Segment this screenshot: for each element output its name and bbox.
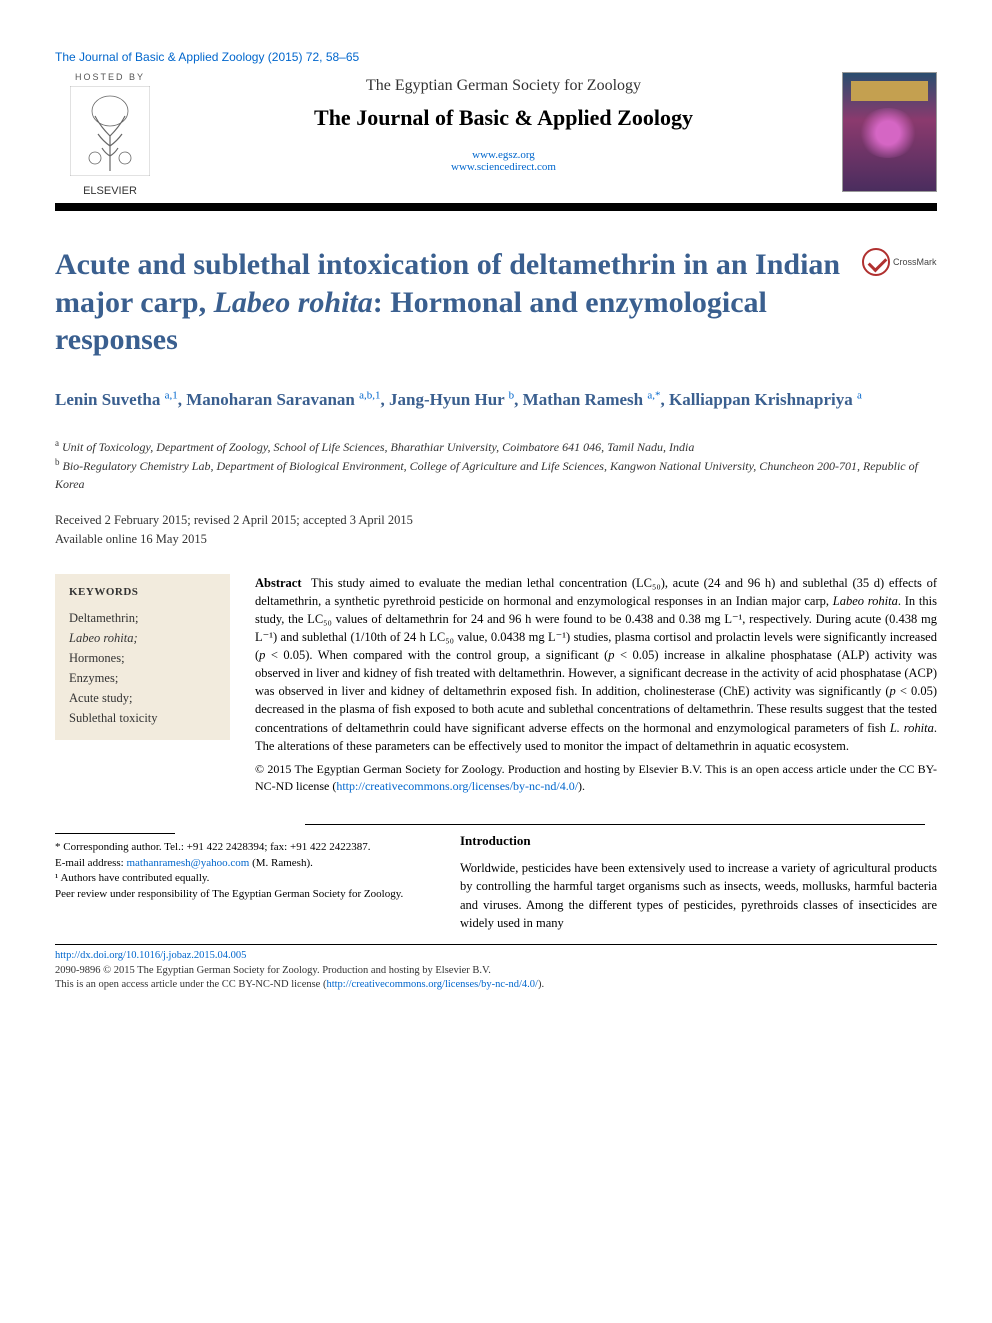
running-head: The Journal of Basic & Applied Zoology (…: [55, 50, 937, 64]
footnotes-column: * Corresponding author. Tel.: +91 422 24…: [55, 833, 435, 932]
crossmark-badge[interactable]: CrossMark: [862, 246, 937, 278]
keywords-box: KEYWORDS Deltamethrin;Labeo rohita;Hormo…: [55, 574, 230, 740]
journal-name: The Journal of Basic & Applied Zoology: [180, 105, 827, 131]
abstract-copyright: © 2015 The Egyptian German Society for Z…: [255, 761, 937, 795]
peer-review-note: Peer review under responsibility of The …: [55, 887, 435, 902]
section-rule: [305, 824, 925, 825]
society-url-link[interactable]: www.egsz.org: [472, 149, 535, 161]
publisher-box: HOSTED BY ELSEVIER: [55, 72, 165, 197]
introduction-text: Worldwide, pesticides have been extensiv…: [460, 859, 937, 932]
footer-license-link[interactable]: http://creativecommons.org/licenses/by-n…: [326, 979, 538, 990]
hosted-by-label: HOSTED BY: [55, 72, 165, 82]
society-name: The Egyptian German Society for Zoology: [180, 77, 827, 95]
elsevier-logo-icon: [70, 86, 150, 176]
author-list: Lenin Suvetha a,1, Manoharan Saravanan a…: [55, 387, 937, 413]
journal-title-block: The Egyptian German Society for Zoology …: [180, 72, 827, 197]
journal-cover-thumbnail: [842, 72, 937, 192]
license-link[interactable]: http://creativecommons.org/licenses/by-n…: [336, 779, 578, 793]
author-email-link[interactable]: mathanramesh@yahoo.com: [126, 857, 249, 869]
article-dates: Received 2 February 2015; revised 2 Apri…: [55, 511, 937, 549]
publisher-name: ELSEVIER: [55, 185, 165, 197]
introduction-heading: Introduction: [460, 833, 937, 849]
page-footer: http://dx.doi.org/10.1016/j.jobaz.2015.0…: [55, 944, 937, 993]
header-rule: [55, 203, 937, 211]
article-title: Acute and sublethal intoxication of delt…: [55, 246, 847, 359]
introduction-column: Introduction Worldwide, pesticides have …: [460, 833, 937, 932]
keywords-heading: KEYWORDS: [69, 586, 216, 598]
keywords-list: Deltamethrin;Labeo rohita;Hormones;Enzym…: [69, 608, 216, 728]
email-line: E-mail address: mathanramesh@yahoo.com (…: [55, 856, 435, 871]
affiliations: a Unit of Toxicology, Department of Zool…: [55, 437, 937, 493]
crossmark-icon: [862, 248, 890, 276]
doi-link[interactable]: http://dx.doi.org/10.1016/j.jobaz.2015.0…: [55, 950, 246, 961]
corresponding-author-note: * Corresponding author. Tel.: +91 422 24…: [55, 840, 435, 855]
journal-header: HOSTED BY ELSEVIER The Egyptian German S…: [55, 72, 937, 197]
equal-contribution-note: ¹ Authors have contributed equally.: [55, 871, 435, 886]
sciencedirect-url-link[interactable]: www.sciencedirect.com: [451, 161, 556, 173]
abstract-text: Abstract This study aimed to evaluate th…: [255, 574, 937, 795]
crossmark-label: CrossMark: [893, 257, 937, 267]
